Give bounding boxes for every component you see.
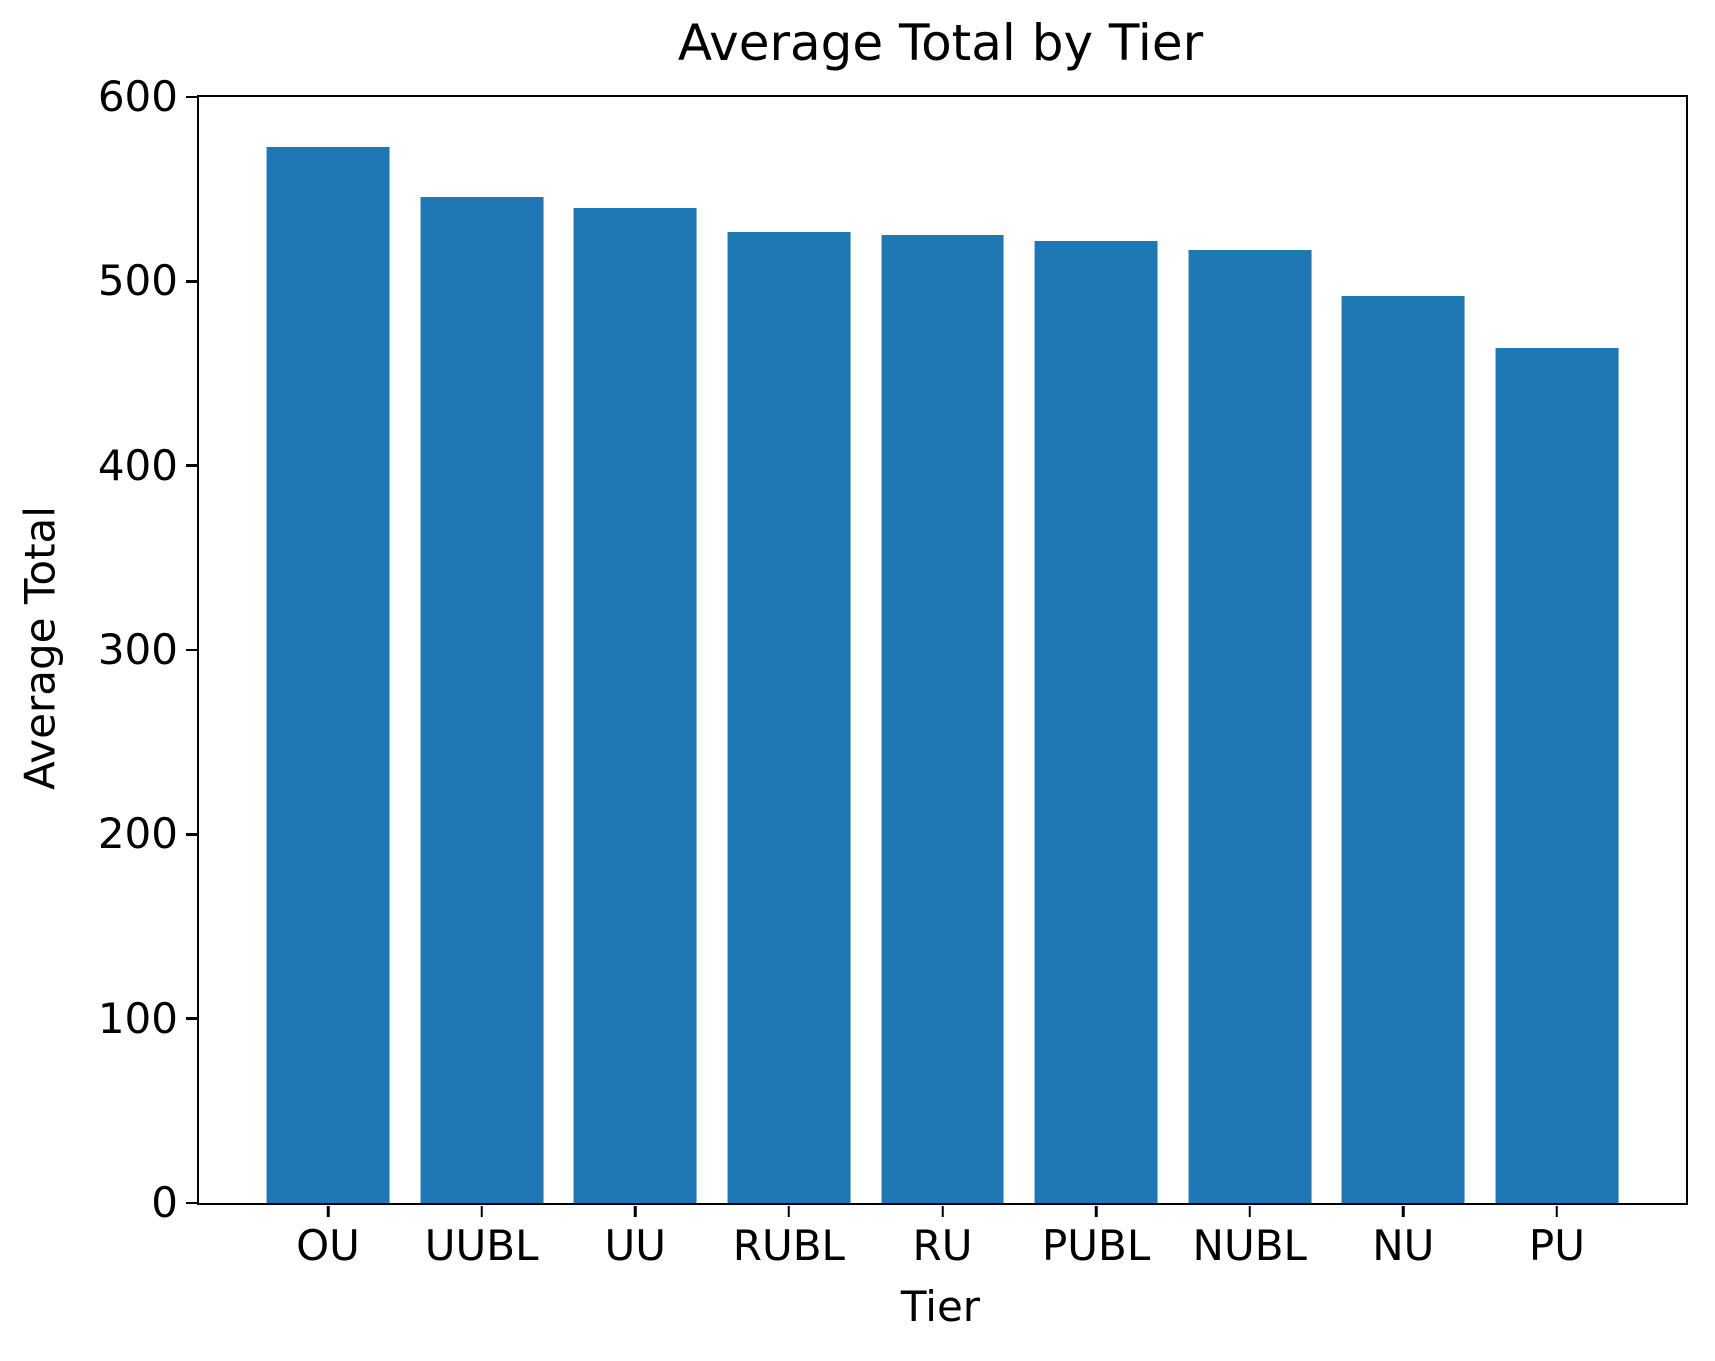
x-tick-mark-ru [941,1205,944,1217]
chart-title: Average Total by Tier [677,14,1204,72]
x-axis-label: Tier [900,1282,981,1331]
y-tick-label-500: 500 [97,256,178,306]
y-tick-mark-400 [185,464,197,467]
x-tick-mark-nubl [1248,1205,1251,1217]
y-tick-mark-200 [185,833,197,836]
x-tick-mark-uubl [480,1205,483,1217]
bar-publ [1034,240,1158,1203]
y-tick-mark-0 [185,1201,197,1205]
y-axis-label: Average Total [15,506,65,790]
bar-nu [1341,296,1465,1203]
x-tick-mark-publ [1094,1205,1098,1217]
y-tick-mark-100 [185,1017,197,1020]
x-tick-mark-rubl [787,1205,791,1217]
y-tick-label-400: 400 [97,440,178,490]
x-tick-label-uu: UU [604,1221,667,1270]
x-tick-mark-nu [1402,1205,1405,1217]
y-tick-label-0: 0 [151,1178,178,1227]
x-tick-mark-ou [326,1205,330,1217]
x-tick-label-nubl: NUBL [1192,1221,1307,1270]
x-tick-mark-pu [1555,1205,1559,1217]
y-tick-mark-300 [185,648,197,652]
plot-area: 0 100 200 300 400 500 600 OU UUBL UU RUBL RU PUBL NUB… [98,76,1688,1267]
x-tick-label-uubl: UUBL [424,1221,539,1270]
bar-uubl [420,196,544,1203]
y-tick-label-600: 600 [97,72,178,121]
bar-ou [266,146,390,1203]
x-tick-label-nu: NU [1372,1221,1435,1270]
x-tick-mark-uu [634,1205,637,1217]
bar-pu [1495,347,1619,1203]
bar-ru [881,235,1004,1203]
x-tick-label-ou: OU [296,1221,360,1270]
x-tick-label-rubl: RUBL [732,1221,845,1270]
x-tick-label-pu: PU [1528,1221,1585,1270]
y-tick-mark-500 [185,280,197,283]
y-tick-label-100: 100 [97,993,178,1043]
y-tick-label-300: 300 [97,625,178,674]
bar-nubl [1188,250,1312,1203]
x-tick-label-ru: RU [912,1221,973,1270]
bar-rubl [727,231,851,1203]
y-tick-label-200: 200 [97,809,178,859]
bar-uu [573,207,697,1203]
x-tick-label-publ: PUBL [1041,1221,1151,1270]
y-tick-mark-600 [185,95,197,99]
